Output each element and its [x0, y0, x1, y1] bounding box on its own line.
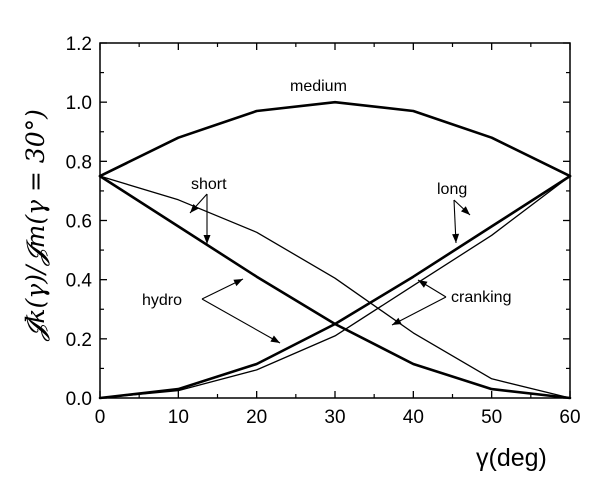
annotation-label-cranking: cranking — [451, 289, 511, 306]
annotation-label-long: long — [437, 181, 467, 198]
annotation-labels: medium short long hydro cranking — [142, 78, 511, 309]
y-tick-label: 0.0 — [66, 389, 92, 410]
x-tick-label: 10 — [168, 407, 189, 428]
short-to-thin-arrowhead — [190, 204, 199, 213]
annotation-arrows — [189, 193, 471, 344]
short-to-thick-arrowhead — [203, 235, 211, 244]
hydro-to-upper-arrowhead — [233, 279, 243, 287]
y-tick-label: 0.8 — [66, 152, 92, 173]
y-tick-label: 0.4 — [66, 271, 93, 292]
cranking-to-upper-arrowhead — [418, 280, 428, 288]
y-tick-label: 1.0 — [66, 93, 92, 114]
series-line-cranking-5 — [99, 175, 571, 399]
series-line-hydro-2 — [98, 174, 572, 400]
ticks: 0 10 20 30 40 50 60 0.0 0.2 0.4 0.6 0.8 1.0 1.2 — [66, 34, 581, 428]
x-axis-label: γ(deg) — [476, 444, 547, 472]
x-tick-label: 60 — [559, 407, 580, 428]
x-tick-label: 50 — [481, 407, 502, 428]
hydro-to-lower-arrow-line — [201, 298, 281, 344]
long-to-thick-arrowhead — [461, 206, 470, 215]
x-tick-label: 30 — [324, 407, 345, 428]
y-tick-label: 0.2 — [66, 330, 92, 351]
annotation-label-short: short — [191, 176, 227, 193]
series-line-hydro-1 — [98, 174, 572, 400]
x-tick-label: 20 — [246, 407, 267, 428]
annotation-label-medium: medium — [290, 78, 347, 95]
x-tick-label: 40 — [403, 407, 424, 428]
x-tick-label: 0 — [95, 407, 106, 428]
cranking-to-lower-arrowhead — [392, 317, 402, 325]
annotation-label-hydro: hydro — [142, 292, 182, 309]
hydro-to-lower-arrowhead — [270, 335, 280, 343]
y-axis-label: 𝓙k(γ)/𝓙m(γ = 30°) — [21, 109, 50, 342]
y-tick-label: 0.6 — [66, 212, 92, 233]
cranking-to-lower-arrow-line — [391, 296, 447, 326]
series-line-hydro-3 — [98, 100, 572, 178]
series-line-cranking-4 — [99, 175, 571, 399]
long-to-thin-arrowhead — [452, 233, 460, 243]
y-tick-label: 1.2 — [66, 34, 92, 55]
series-group — [98, 100, 572, 400]
